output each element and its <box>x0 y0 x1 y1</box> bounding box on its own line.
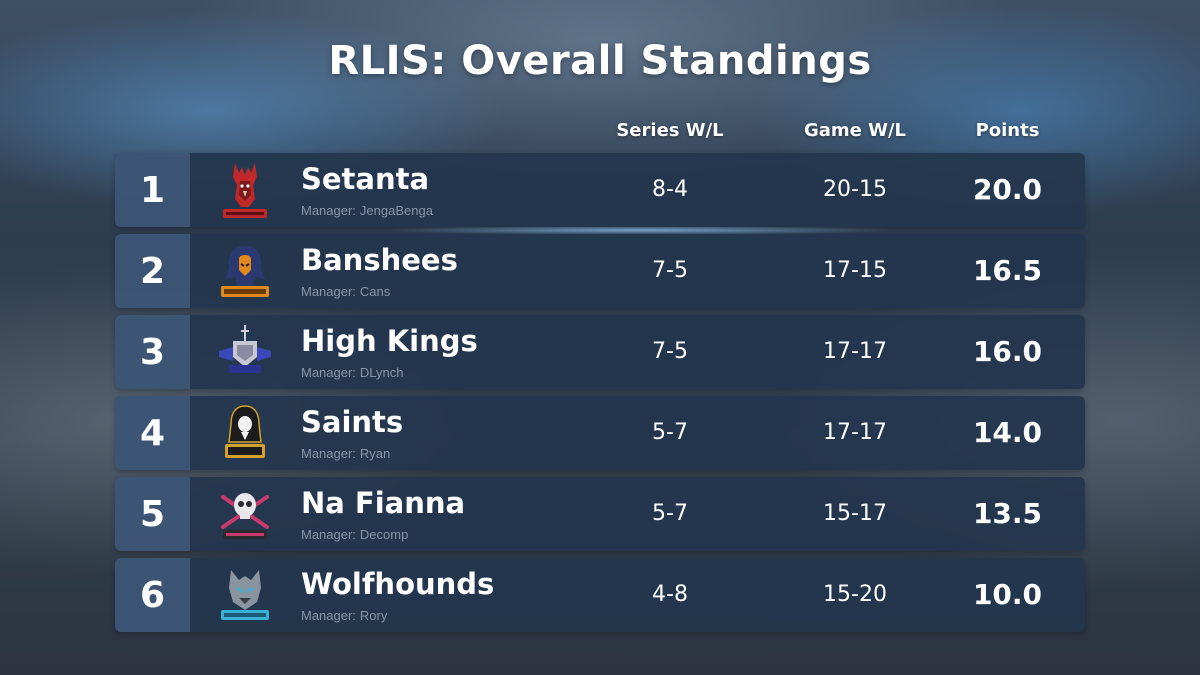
column-headers: Series W/L Game W/L Points <box>0 120 1200 144</box>
table-row: 4 Saints Manager: Ryan 5-7 17-17 14.0 <box>115 396 1085 470</box>
rank-number: 5 <box>115 477 190 551</box>
game-wl-value: 17-17 <box>823 420 887 445</box>
series-wl-value: 4-8 <box>652 582 688 607</box>
series-wl-value: 5-7 <box>652 501 688 526</box>
table-row: 1 Setanta Manager: JengaBenga 8-4 20-15 2… <box>115 153 1085 227</box>
manager-label: Manager: <box>301 608 356 623</box>
skull-logo-icon <box>215 483 275 545</box>
manager-name: Ryan <box>359 446 391 461</box>
manager-label: Manager: <box>301 284 356 299</box>
team-name: Na Fianna <box>301 486 466 520</box>
manager-label: Manager: <box>301 365 356 380</box>
game-wl-value: 20-15 <box>823 177 887 202</box>
table-row: 3 High Kings Manager: DLynch 7-5 17-17 16… <box>115 315 1085 389</box>
rank-number: 6 <box>115 558 190 632</box>
rank-number: 4 <box>115 396 190 470</box>
points-value: 10.0 <box>972 578 1043 611</box>
team-manager: Manager: DLynch <box>301 365 404 380</box>
team-manager: Manager: Ryan <box>301 446 390 461</box>
header-game-wl: Game W/L <box>803 120 907 141</box>
team-name: Banshees <box>301 243 458 277</box>
team-name: Saints <box>301 405 404 439</box>
points-value: 13.5 <box>972 497 1043 530</box>
series-wl-value: 8-4 <box>652 177 688 202</box>
points-value: 14.0 <box>972 416 1043 449</box>
rank-number: 1 <box>115 153 190 227</box>
wolf-logo-icon <box>215 564 275 626</box>
manager-name: Decomp <box>359 527 409 542</box>
game-wl-value: 17-17 <box>823 339 887 364</box>
points-value: 20.0 <box>972 173 1043 206</box>
manager-name: Cans <box>359 284 391 299</box>
table-row: 5 Na Fianna Manager: Decomp 5-7 15-17 13.… <box>115 477 1085 551</box>
series-wl-value: 5-7 <box>652 420 688 445</box>
team-manager: Manager: Decomp <box>301 527 408 542</box>
game-wl-value: 17-15 <box>823 258 887 283</box>
team-name: Wolfhounds <box>301 567 495 601</box>
manager-name: DLynch <box>359 365 404 380</box>
crowned-shield-logo-icon <box>215 321 275 383</box>
team-name: High Kings <box>301 324 478 358</box>
points-value: 16.0 <box>972 335 1043 368</box>
rank-number: 2 <box>115 234 190 308</box>
team-manager: Manager: Cans <box>301 284 390 299</box>
table-row: 2 Banshees Manager: Cans 7-5 17-15 16.5 <box>115 234 1085 308</box>
team-manager: Manager: JengaBenga <box>301 203 433 218</box>
team-name: Setanta <box>301 162 430 196</box>
background-glow <box>380 225 900 235</box>
game-wl-value: 15-20 <box>823 582 887 607</box>
manager-label: Manager: <box>301 446 356 461</box>
banshee-logo-icon <box>215 240 275 302</box>
header-points: Points <box>975 120 1040 141</box>
manager-name: Rory <box>359 608 388 623</box>
manager-name: JengaBenga <box>359 203 433 218</box>
rank-number: 3 <box>115 315 190 389</box>
standings-table: 1 Setanta Manager: JengaBenga 8-4 20-15 2… <box>115 153 1085 639</box>
points-value: 16.5 <box>972 254 1043 287</box>
page-title: RLIS: Overall Standings <box>328 38 872 84</box>
team-manager: Manager: Rory <box>301 608 387 623</box>
game-wl-value: 15-17 <box>823 501 887 526</box>
manager-label: Manager: <box>301 527 356 542</box>
manager-label: Manager: <box>301 203 356 218</box>
header-series-wl: Series W/L <box>616 120 724 141</box>
series-wl-value: 7-5 <box>652 339 688 364</box>
deer-logo-icon <box>215 159 275 221</box>
hooded-monk-logo-icon <box>215 402 275 464</box>
series-wl-value: 7-5 <box>652 258 688 283</box>
table-row: 6 Wolfhounds Manager: Rory 4-8 15-20 10.0 <box>115 558 1085 632</box>
